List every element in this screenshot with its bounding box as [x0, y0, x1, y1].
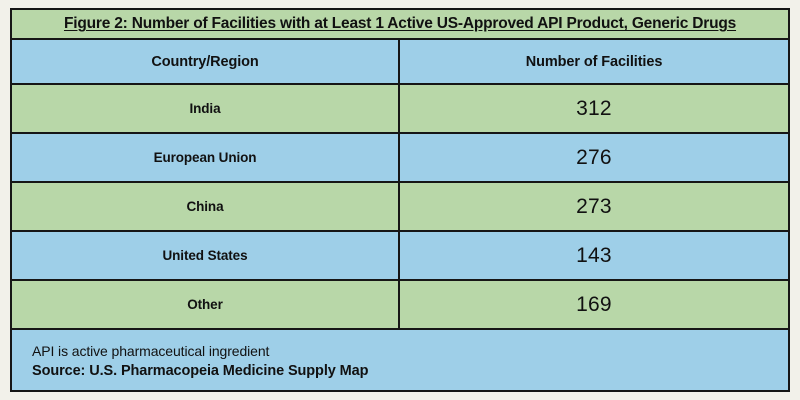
facilities-cell: 143 [576, 243, 612, 267]
country-cell: European Union [12, 134, 400, 181]
facilities-cell: 273 [576, 194, 612, 218]
facilities-cell: 169 [576, 292, 612, 316]
table-row: China 273 [12, 183, 788, 232]
figure-title-bar: Figure 2: Number of Facilities with at L… [12, 10, 788, 40]
table-header-row: Country/Region Number of Facilities [12, 40, 788, 85]
figure-title: Figure 2: Number of Facilities with at L… [63, 15, 737, 32]
column-header-facilities: Number of Facilities [525, 53, 663, 70]
facilities-cell: 312 [576, 96, 612, 120]
facilities-cell: 276 [576, 145, 612, 169]
country-cell: Other [12, 281, 400, 328]
api-footnote: API is active pharmaceutical ingredient [32, 343, 270, 360]
figure-table: Figure 2: Number of Facilities with at L… [10, 8, 790, 392]
table-row: Other 169 [12, 281, 788, 330]
table-row: European Union 276 [12, 134, 788, 183]
country-cell: India [12, 85, 400, 132]
table-row: India 312 [12, 85, 788, 134]
figure-footer: API is active pharmaceutical ingredient … [12, 330, 788, 390]
country-cell: China [12, 183, 400, 230]
table-row: United States 143 [12, 232, 788, 281]
country-cell: United States [12, 232, 400, 279]
column-header-country: Country/Region [12, 40, 400, 83]
source-line: Source: U.S. Pharmacopeia Medicine Suppl… [32, 362, 369, 379]
